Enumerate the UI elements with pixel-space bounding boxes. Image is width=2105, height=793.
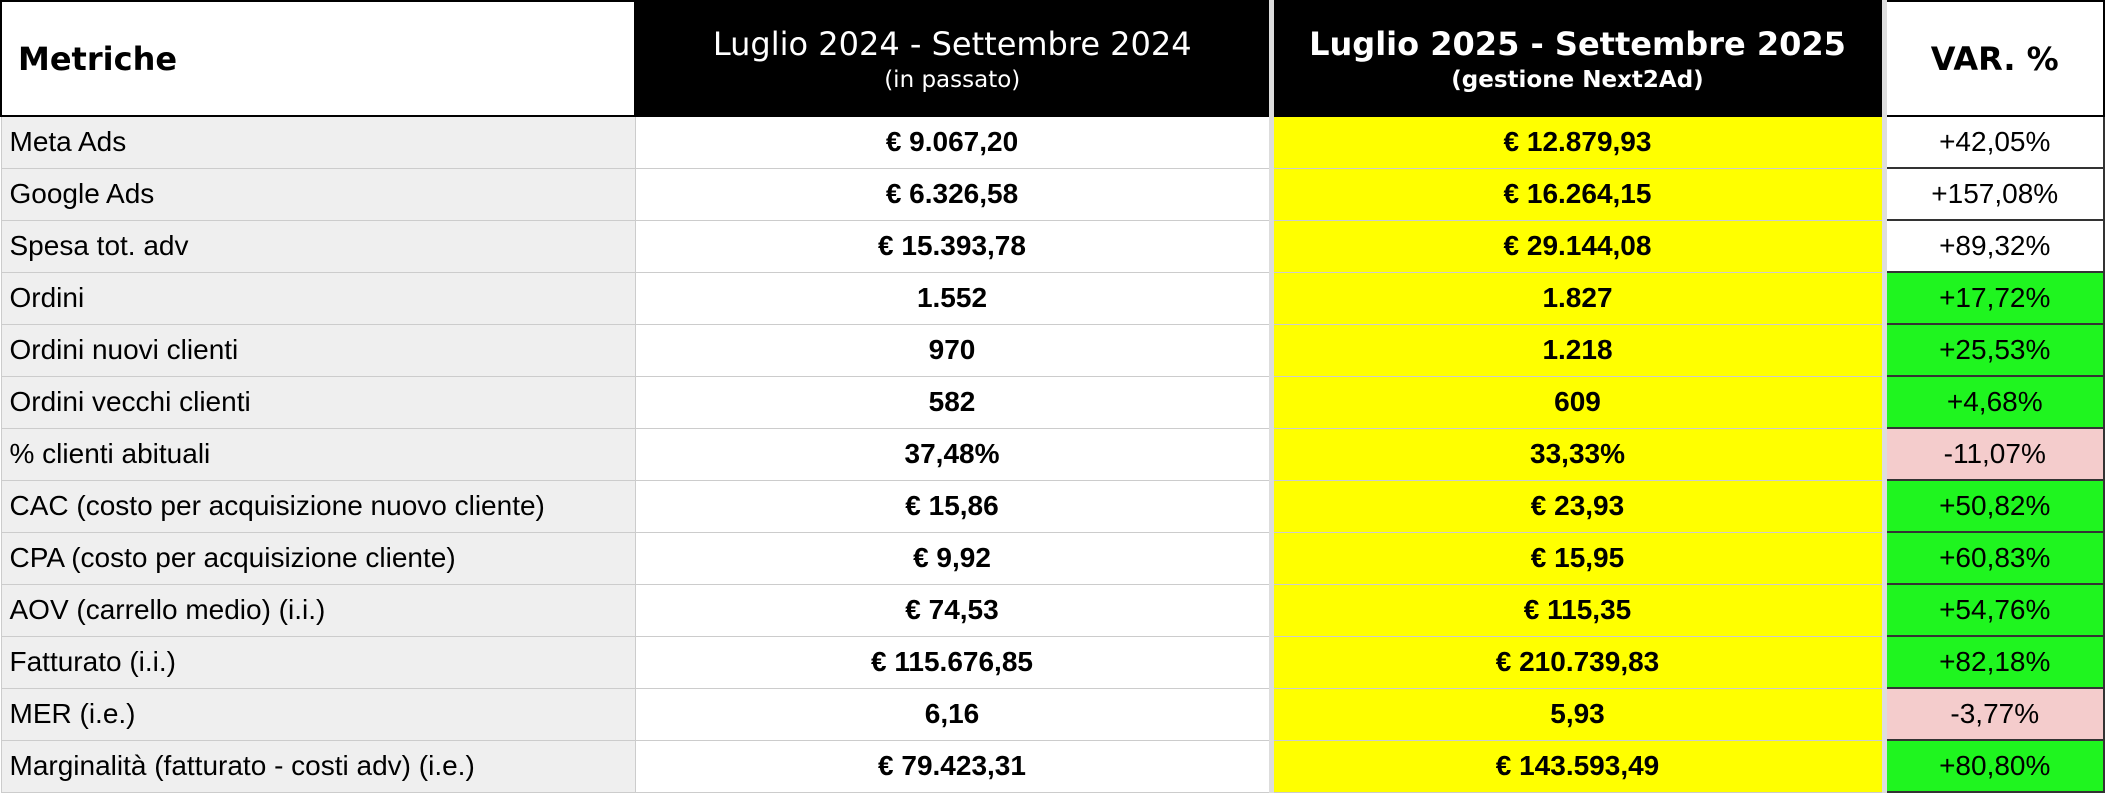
metric-label: Fatturato (i.i.) bbox=[0, 635, 636, 689]
metric-value: € 143.593,49 bbox=[1270, 739, 1887, 793]
metric-value: 582 bbox=[634, 375, 1274, 429]
metric-value: 5,93 bbox=[1270, 687, 1887, 741]
header-cell: Luglio 2024 - Settembre 2024 (in passato) bbox=[634, 0, 1274, 117]
header-title: Metriche bbox=[18, 39, 178, 78]
table-row: CPA (costo per acquisizione cliente) € 9,… bbox=[0, 531, 2105, 585]
metric-value: € 29.144,08 bbox=[1270, 219, 1887, 273]
metric-label: CAC (costo per acquisizione nuovo client… bbox=[0, 479, 636, 533]
metric-value: € 9,92 bbox=[634, 531, 1274, 585]
table-body: Meta Ads € 9.067,20 € 12.879,93 +42,05% Goog… bbox=[0, 115, 2105, 793]
metric-label: Spesa tot. adv bbox=[0, 219, 636, 273]
metric-value: 6,16 bbox=[634, 687, 1274, 741]
metric-value: € 15,95 bbox=[1270, 531, 1887, 585]
metric-label: Google Ads bbox=[0, 167, 636, 221]
metric-value: +82,18% bbox=[1883, 635, 2105, 689]
metric-value: +157,08% bbox=[1883, 167, 2105, 221]
metric-value: 1.552 bbox=[634, 271, 1274, 325]
metric-value: € 115,35 bbox=[1270, 583, 1887, 637]
header-cell: Luglio 2025 - Settembre 2025 (gestione Ne… bbox=[1270, 0, 1887, 117]
metric-value: 1.827 bbox=[1270, 271, 1887, 325]
metric-value: 970 bbox=[634, 323, 1274, 377]
table-row: AOV (carrello medio) (i.i.) € 74,53 € 115,… bbox=[0, 583, 2105, 637]
metric-value: 37,48% bbox=[634, 427, 1274, 481]
table-row: Marginalità (fatturato - costi adv) (i.e… bbox=[0, 739, 2105, 793]
header-subtitle: (in passato) bbox=[884, 66, 1021, 93]
metric-label: % clienti abituali bbox=[0, 427, 636, 481]
metric-value: +60,83% bbox=[1883, 531, 2105, 585]
header-cell: Metriche bbox=[0, 0, 636, 117]
metric-value: +17,72% bbox=[1883, 271, 2105, 325]
table-row: Ordini vecchi clienti 582 609 +4,68% bbox=[0, 375, 2105, 429]
metric-label: Ordini nuovi clienti bbox=[0, 323, 636, 377]
metric-value: € 6.326,58 bbox=[634, 167, 1274, 221]
metric-label: MER (i.e.) bbox=[0, 687, 636, 741]
table-row: Meta Ads € 9.067,20 € 12.879,93 +42,05% bbox=[0, 115, 2105, 169]
metric-value: € 12.879,93 bbox=[1270, 115, 1887, 169]
table-header: Metriche Luglio 2024 - Settembre 2024 (in … bbox=[0, 0, 2105, 117]
metric-value: 609 bbox=[1270, 375, 1887, 429]
metric-value: +54,76% bbox=[1883, 583, 2105, 637]
metric-value: +4,68% bbox=[1883, 375, 2105, 429]
metric-label: CPA (costo per acquisizione cliente) bbox=[0, 531, 636, 585]
metric-value: € 23,93 bbox=[1270, 479, 1887, 533]
metric-value: +25,53% bbox=[1883, 323, 2105, 377]
metric-label: AOV (carrello medio) (i.i.) bbox=[0, 583, 636, 637]
metric-value: +89,32% bbox=[1883, 219, 2105, 273]
header-cell: VAR. % bbox=[1883, 0, 2105, 117]
metric-label: Ordini vecchi clienti bbox=[0, 375, 636, 429]
metric-value: € 15,86 bbox=[634, 479, 1274, 533]
metric-value: -3,77% bbox=[1883, 687, 2105, 741]
metric-value: € 74,53 bbox=[634, 583, 1274, 637]
metric-value: 33,33% bbox=[1270, 427, 1887, 481]
metric-value: € 9.067,20 bbox=[634, 115, 1274, 169]
metric-value: +50,82% bbox=[1883, 479, 2105, 533]
metric-value: € 79.423,31 bbox=[634, 739, 1274, 793]
metric-value: 1.218 bbox=[1270, 323, 1887, 377]
header-row: Metriche Luglio 2024 - Settembre 2024 (in … bbox=[0, 0, 2105, 117]
table-row: Fatturato (i.i.) € 115.676,85 € 210.739,83… bbox=[0, 635, 2105, 689]
metric-value: € 115.676,85 bbox=[634, 635, 1274, 689]
metric-label: Meta Ads bbox=[0, 115, 636, 169]
header-title: VAR. % bbox=[1930, 39, 2059, 78]
metric-value: -11,07% bbox=[1883, 427, 2105, 481]
metric-value: +42,05% bbox=[1883, 115, 2105, 169]
table-row: MER (i.e.) 6,16 5,93 -3,77% bbox=[0, 687, 2105, 741]
metric-value: € 15.393,78 bbox=[634, 219, 1274, 273]
metric-value: € 210.739,83 bbox=[1270, 635, 1887, 689]
header-title: Luglio 2025 - Settembre 2025 bbox=[1309, 24, 1846, 63]
table-row: CAC (costo per acquisizione nuovo client… bbox=[0, 479, 2105, 533]
table-row: % clienti abituali 37,48% 33,33% -11,07% bbox=[0, 427, 2105, 481]
metric-value: € 16.264,15 bbox=[1270, 167, 1887, 221]
header-subtitle: (gestione Next2Ad) bbox=[1451, 66, 1704, 93]
metric-label: Ordini bbox=[0, 271, 636, 325]
metric-value: +80,80% bbox=[1883, 739, 2105, 793]
table-row: Google Ads € 6.326,58 € 16.264,15 +157,08% bbox=[0, 167, 2105, 221]
table-row: Ordini nuovi clienti 970 1.218 +25,53% bbox=[0, 323, 2105, 377]
metric-label: Marginalità (fatturato - costi adv) (i.e… bbox=[0, 739, 636, 793]
header-title: Luglio 2024 - Settembre 2024 bbox=[712, 24, 1192, 63]
table-row: Spesa tot. adv € 15.393,78 € 29.144,08 +89,… bbox=[0, 219, 2105, 273]
table-row: Ordini 1.552 1.827 +17,72% bbox=[0, 271, 2105, 325]
